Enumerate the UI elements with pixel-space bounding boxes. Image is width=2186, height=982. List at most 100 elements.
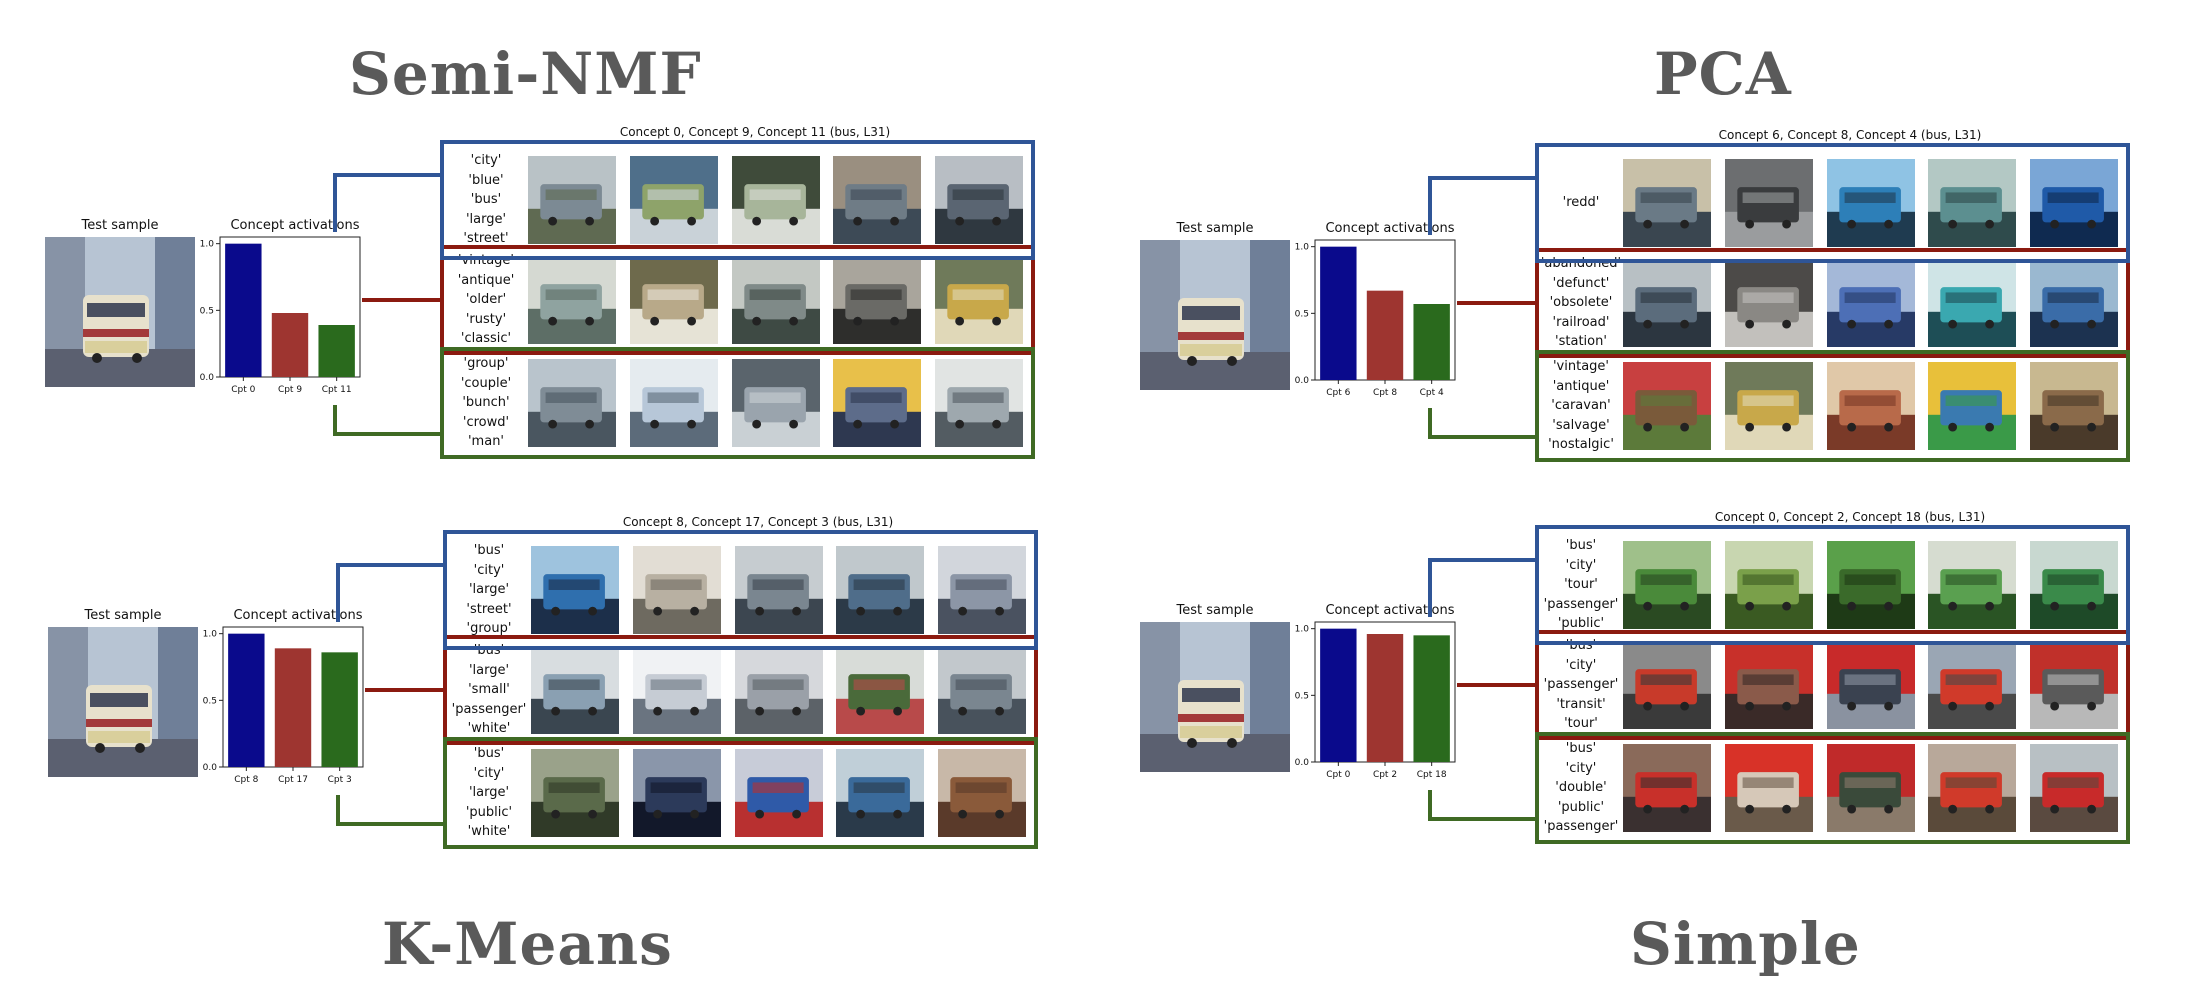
concept-thumbnail <box>938 546 1026 634</box>
bus-photo <box>1928 641 2017 729</box>
bus-photo <box>2030 744 2118 832</box>
concept-thumbnail <box>1623 744 1711 832</box>
concept-thumbnails <box>1623 147 2118 259</box>
concept-thumbnail <box>833 359 922 447</box>
activation-bar <box>1413 304 1450 380</box>
panel-simple: Test sample Concept activations 0.0 0.5 1.0 C… <box>1135 510 2186 950</box>
bus-photo <box>629 359 718 447</box>
bus-photo <box>1928 259 2017 347</box>
method-title-pca: PCA <box>1654 40 1792 108</box>
concept-word: 'passenger' <box>1543 819 1619 835</box>
concept-box-1: 'bus' 'city' 'tour' 'passenger' 'public' <box>1535 525 2130 645</box>
concept-word: 'station' <box>1555 334 1607 350</box>
activation-bar-chart: 0.0 0.5 1.0 Cpt 6 Cpt 8 Cpt 4 <box>1295 239 1456 398</box>
activation-bar-chart: 0.0 0.5 1.0 Cpt 0 Cpt 9 Cpt 11 <box>200 236 361 395</box>
concept-thumbnail <box>731 256 820 344</box>
concept-thumbnails <box>528 351 1023 455</box>
y-tick-label: 0.0 <box>200 373 215 383</box>
x-tick-label: Cpt 4 <box>1420 388 1444 398</box>
bus-photo <box>833 256 922 344</box>
bus-photo <box>1928 362 2017 450</box>
concept-thumbnail <box>1928 641 2017 729</box>
bus-photo <box>528 359 616 447</box>
concept-word: 'bus' <box>473 543 505 559</box>
bus-photo <box>1826 541 1915 629</box>
concept-word: 'blue' <box>468 172 504 188</box>
concept-thumbnails <box>531 534 1026 646</box>
concept-word: 'double' <box>1555 780 1607 796</box>
method-title-semi-nmf: Semi-NMF <box>349 40 702 108</box>
bus-photo <box>1623 362 1711 450</box>
concept-thumbnail <box>1928 744 2017 832</box>
concept-thumbnails <box>1623 634 2118 736</box>
concept-word: 'street' <box>466 601 512 617</box>
bus-photo <box>1826 259 1915 347</box>
y-tick-label: 0.5 <box>203 696 217 706</box>
activation-bar <box>321 652 358 767</box>
bus-photo <box>935 359 1023 447</box>
test-sample-image <box>45 237 195 387</box>
concept-thumbnail <box>1826 541 1915 629</box>
concept-word: 'couple' <box>460 375 512 391</box>
bus-photo <box>1724 259 1813 347</box>
concept-word: 'city' <box>1565 657 1597 673</box>
concept-thumbnail <box>1623 362 1711 450</box>
concept-thumbnail <box>935 359 1023 447</box>
concept-word: 'public' <box>1557 616 1605 632</box>
connector-concept-3 <box>336 795 443 826</box>
concept-words: 'city' 'blue' 'bus' 'large' 'street' <box>444 144 528 256</box>
bus-photo <box>938 646 1026 734</box>
concept-thumbnail <box>1826 744 1915 832</box>
concept-thumbnail <box>531 749 619 837</box>
concept-word: 'antique' <box>457 272 515 288</box>
concept-box-2: 'abandoned''defunct''obsolete''railroad'… <box>1535 248 2130 358</box>
x-tick-label: Cpt 2 <box>1373 770 1397 780</box>
concept-thumbnails <box>531 741 1026 845</box>
y-tick-label: 0.0 <box>1295 758 1310 768</box>
test-sample-label: Test sample <box>1176 603 1254 618</box>
concept-thumbnail <box>2030 259 2118 347</box>
bus-photo <box>734 546 823 634</box>
bus-photo <box>1724 159 1813 247</box>
x-tick-label: Cpt 8 <box>1373 388 1397 398</box>
bus-photo <box>1928 744 2017 832</box>
concept-word: 'passenger' <box>1543 677 1619 693</box>
x-tick-label: Cpt 3 <box>328 775 352 785</box>
connector-concept-1 <box>1428 176 1535 235</box>
concept-word: 'large' <box>468 582 510 598</box>
concept-activations-title: Concept activations <box>1325 603 1455 618</box>
concept-thumbnail <box>1623 641 1711 729</box>
concept-word: 'city' <box>473 562 505 578</box>
bus-photo <box>1623 744 1711 832</box>
bus-photo <box>2030 362 2118 450</box>
concept-word: 'passenger' <box>1543 596 1619 612</box>
y-tick-label: 0.5 <box>1295 309 1309 319</box>
concept-words: 'abandoned''defunct''obsolete''railroad'… <box>1539 252 1623 354</box>
x-tick-label: Cpt 6 <box>1326 388 1350 398</box>
concept-word: 'classic' <box>460 331 512 347</box>
bus-photo <box>1623 159 1711 247</box>
concept-thumbnail <box>833 156 922 244</box>
concept-thumbnail <box>938 749 1026 837</box>
bus-photo <box>833 359 922 447</box>
concept-word: 'obsolete' <box>1549 295 1613 311</box>
concept-word: 'defunct' <box>1552 275 1610 291</box>
bus-photo <box>1623 259 1711 347</box>
y-tick-label: 0.5 <box>200 306 214 316</box>
concept-words: 'bus' 'city' 'large' 'street' 'group' <box>447 534 531 646</box>
test-sample-image <box>48 627 198 777</box>
test-sample-photo <box>1140 240 1290 390</box>
concept-thumbnail <box>531 546 619 634</box>
bus-photo <box>1826 362 1915 450</box>
bus-photo <box>1928 541 2017 629</box>
concept-connectors <box>1428 176 1535 439</box>
concept-thumbnail <box>1724 541 1813 629</box>
concept-word: 'city' <box>473 765 505 781</box>
activation-bar-chart: 0.0 0.5 1.0 Cpt 8 Cpt 17 Cpt 3 <box>203 626 364 785</box>
activation-bar <box>1366 290 1404 380</box>
bus-photo <box>1826 744 1915 832</box>
concept-word: 'transit' <box>1556 696 1606 712</box>
concept-word: 'redd' <box>1562 195 1600 211</box>
concept-thumbnail <box>836 646 925 734</box>
bus-photo <box>2030 259 2118 347</box>
